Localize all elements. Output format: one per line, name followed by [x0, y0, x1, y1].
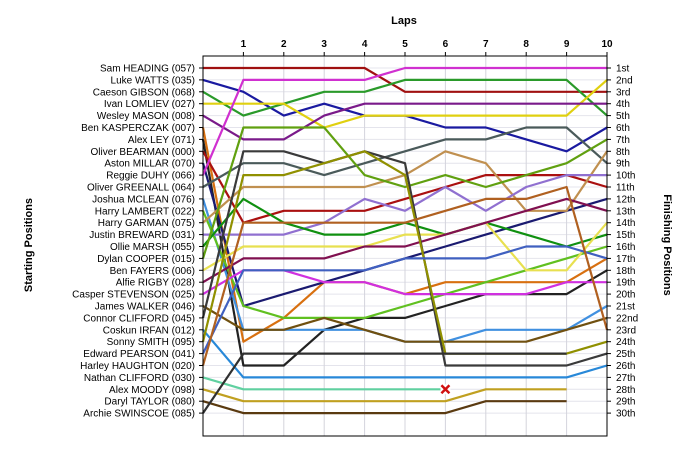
finishing-position-label: 9th	[616, 159, 630, 170]
starting-position-label: Sonny SMITH (095)	[107, 337, 195, 348]
finishing-position-label: 4th	[616, 99, 630, 110]
finishing-position-label: 10th	[616, 171, 635, 182]
y-axis-title-right: Finishing Positions	[661, 194, 673, 295]
starting-position-label: Alex MOODY (098)	[109, 385, 195, 396]
starting-position-label: Harry GARMAN (075)	[98, 218, 195, 229]
lap-tick-label: 1	[241, 39, 247, 50]
finishing-position-label: 2nd	[616, 75, 633, 86]
starting-position-label: Reggie DUHY (066)	[106, 171, 195, 182]
series-layer	[201, 66, 609, 415]
driver-line-25	[202, 245, 608, 355]
starting-position-label: Archie SWINSCOE (085)	[83, 409, 195, 420]
finishing-position-label: 8th	[616, 147, 630, 158]
finishing-position-label: 18th	[616, 266, 635, 277]
starting-position-label: Aston MILLAR (070)	[104, 159, 195, 170]
starting-position-label: Harry LAMBERT (022)	[95, 206, 195, 217]
finishing-position-label: 11th	[616, 183, 635, 194]
finishing-position-label: 15th	[616, 230, 635, 241]
driver-line-26	[201, 185, 609, 366]
lap-tick-label: 10	[601, 39, 613, 50]
y-axis-title-left: Starting Positions	[23, 198, 35, 292]
lap-tick-label: 2	[281, 39, 287, 50]
driver-line-5	[202, 102, 607, 141]
driver-line-30	[202, 352, 567, 414]
driver-line-13	[201, 210, 608, 319]
finishing-position-label: 14th	[616, 218, 635, 229]
driver-line-7	[201, 139, 608, 367]
starting-position-label: Sam HEADING (057)	[100, 64, 195, 75]
finishing-position-label: 20th	[616, 290, 635, 301]
driver-line-21	[202, 305, 608, 343]
lap-tick-label: 9	[564, 39, 570, 50]
finishing-position-label: 1st	[616, 64, 630, 75]
finishing-position-label: 29th	[616, 397, 635, 408]
lap-tick-label: 3	[321, 39, 327, 50]
starting-position-label: Ben KASPERCZAK (007)	[81, 123, 195, 134]
driver-line-19	[202, 197, 608, 284]
starting-position-label: Caeson GIBSON (068)	[93, 87, 195, 98]
finishing-position-label: 6th	[616, 123, 630, 134]
starting-position-label: Luke WATTS (035)	[111, 75, 195, 86]
driver-line-10	[201, 66, 607, 176]
starting-position-label: Dylan COOPER (015)	[97, 254, 195, 265]
starting-position-label: James WALKER (046)	[95, 302, 195, 313]
finishing-position-label: 7th	[616, 135, 630, 146]
driver-line-28	[202, 388, 567, 403]
driver-line-1	[203, 66, 607, 93]
finishing-position-label: 16th	[616, 242, 635, 253]
driver-line-15	[203, 174, 607, 236]
driver-line-17	[201, 126, 608, 259]
finishing-position-label: 30th	[616, 409, 635, 420]
finishing-position-label: 22nd	[616, 313, 638, 324]
driver-line-23	[202, 329, 608, 379]
starting-position-label: Ollie MARSH (055)	[110, 242, 195, 253]
starting-position-label: Alfie RIGBY (028)	[116, 278, 195, 289]
driver-line-27	[202, 376, 446, 391]
lap-tick-label: 7	[483, 39, 489, 50]
driver-line-29	[202, 400, 567, 415]
finishing-position-label: 28th	[616, 385, 635, 396]
finishing-position-label: 24th	[616, 337, 635, 348]
starting-position-label: Wesley MASON (008)	[97, 111, 195, 122]
finishing-position-label: 25th	[616, 349, 635, 360]
starting-position-label: Ivan LOMLIEV (027)	[104, 99, 195, 110]
finishing-position-label: 19th	[616, 278, 635, 289]
finishing-position-label: 3rd	[616, 87, 630, 98]
retirement-marker	[440, 384, 451, 395]
finishing-position-label: 21st	[616, 302, 635, 313]
finishing-position-label: 26th	[616, 361, 635, 372]
finishing-position-label: 12th	[616, 194, 635, 205]
finishing-position-label: 5th	[616, 111, 630, 122]
axis-layer: 1 2 3 4 5 6 7 8 9 10 Sam HEADING (057)Luke WATTS (…	[72, 39, 638, 437]
finishing-position-label: 17th	[616, 254, 635, 265]
driver-line-18	[202, 221, 608, 272]
starting-position-label: Connor CLIFFORD (045)	[83, 313, 195, 324]
lap-tick-label: 6	[443, 39, 449, 50]
starting-position-label: Ben FAYERS (006)	[110, 266, 195, 277]
driver-line-3	[202, 78, 608, 117]
finishing-position-label: 23rd	[616, 325, 636, 336]
starting-position-label: Harley HAUGHTON (020)	[80, 361, 195, 372]
starting-position-label: Casper STEVENSON (025)	[72, 290, 195, 301]
starting-position-label: Daryl TAYLOR (080)	[104, 397, 195, 408]
starting-position-label: Oliver BEARMAN (000)	[91, 147, 195, 158]
lap-tick-label: 8	[523, 39, 529, 50]
marker-layer	[440, 384, 451, 395]
finishing-position-label: 27th	[616, 373, 635, 384]
finishing-position-label: 13th	[616, 206, 635, 217]
lap-tick-label: 5	[402, 39, 408, 50]
starting-position-label: Oliver GREENALL (064)	[87, 183, 195, 194]
starting-position-label: Joshua MCLEAN (076)	[92, 194, 195, 205]
starting-position-label: Alex LEY (071)	[128, 135, 195, 146]
driver-line-22	[201, 150, 608, 367]
starting-position-label: Edward PEARSON (041)	[83, 349, 195, 360]
starting-position-label: Nathan CLIFFORD (030)	[84, 373, 195, 384]
starting-position-label: Coskun IRFAN (012)	[103, 325, 195, 336]
driver-line-4	[203, 79, 608, 129]
driver-line-11	[202, 126, 608, 188]
lap-tick-label: 4	[362, 39, 368, 50]
x-axis-title: Laps	[391, 15, 417, 27]
starting-position-label: Justin BREWARD (031)	[89, 230, 195, 241]
